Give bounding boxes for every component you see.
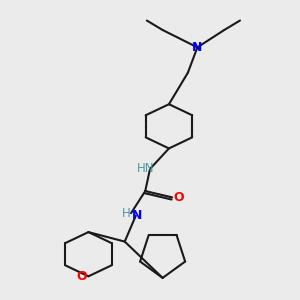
Text: H: H [122,207,131,220]
Text: N: N [131,209,142,222]
Text: O: O [77,270,87,283]
Text: N: N [192,41,203,54]
Text: HN: HN [136,162,154,176]
Text: O: O [173,191,184,204]
